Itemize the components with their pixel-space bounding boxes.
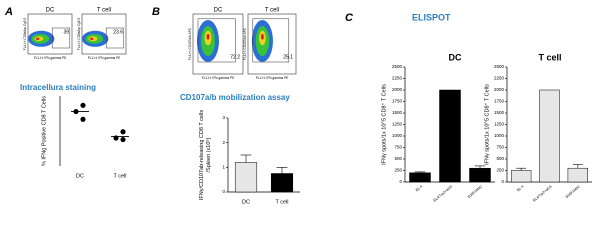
y-tick-label: 2 (222, 140, 225, 145)
y-tick-label: 750 (394, 145, 402, 150)
bar (539, 89, 560, 183)
y-tick-label: 500 (394, 156, 402, 161)
flow-x-label: FL1-H: IFN-gamma PE (88, 56, 121, 60)
y-tick-label: 1250 (392, 122, 403, 127)
flow-cloud (260, 33, 264, 40)
bar (234, 162, 258, 193)
y-tick-label: 1000 (494, 133, 505, 138)
panel-label: C (345, 12, 354, 24)
y-tick-label: 3 (222, 115, 225, 120)
flow-title: T cell (97, 8, 111, 14)
flow-gate (51, 27, 71, 49)
flow-gate-value: 23.6 (113, 29, 123, 35)
y-tick-label: 250 (496, 168, 504, 173)
flow-title: DC (214, 8, 223, 14)
y-axis-label: IFNγ/CD107ab-releasing CD8 T cells (199, 110, 205, 201)
y-axis-label: % IFNg Positive CD8 T Cells (41, 96, 47, 166)
y-tick-label: 2000 (494, 87, 505, 92)
flow-gate (197, 18, 236, 63)
y-tick-label: 1250 (494, 122, 505, 127)
panel-label: B (152, 6, 160, 18)
y-tick-label: 2500 (392, 64, 403, 69)
flow-cloud (89, 37, 94, 40)
y-tick-label: 750 (496, 145, 504, 150)
flow-x-label: FL1-H: IFN-gamma PE (256, 76, 289, 80)
y-tick-label: 0 (399, 179, 402, 184)
y-tick-label: 2000 (392, 87, 403, 92)
x-tick-label: EL4/Trp2+αGS (532, 184, 553, 203)
chart-title: CD107a/b mobilization assay (180, 93, 290, 102)
figure: A B C ELISPOT DC 39 FL1-H: IFN-gamma PE FL4… (4, 6, 592, 205)
chart-title: T cell (538, 52, 561, 62)
flow-gate (105, 27, 125, 49)
flow-x-label: FL1-H: IFN-gamma PE (202, 76, 235, 80)
y-tick-label: 250 (394, 168, 402, 173)
x-tick-label: DC (242, 199, 250, 205)
flow-x-label: FL1-H: IFN-gamma PE (34, 56, 67, 60)
bar (567, 167, 589, 183)
x-tick-label: EL-4 (415, 184, 423, 192)
x-tick-label: T cell (275, 199, 288, 205)
y-tick-label: 1 (222, 165, 225, 170)
y-tick-label: 1500 (494, 110, 505, 115)
x-tick-label: EL-4 (516, 184, 524, 192)
flow-y-label: FL4-H: CD8a/bp Cy5.5 (23, 18, 27, 51)
data-point (80, 116, 86, 122)
flow-y-label: FL4-H: CD107a/b APC (243, 27, 247, 60)
chart-title: Intracellura staining (20, 83, 96, 92)
flow-gate-value: 25.1 (283, 55, 293, 61)
y-axis-label: IFNγ spots/1x 10^5 CD8⁺ T Cells (483, 84, 490, 165)
bar (409, 172, 431, 183)
flow-gate-value: 39 (63, 29, 69, 35)
y-tick-label: 1000 (392, 133, 403, 138)
x-tick-label: B16F10MC (565, 184, 581, 199)
y-tick-label: 2500 (494, 64, 505, 69)
bar (439, 89, 461, 183)
flow-cloud (35, 37, 40, 40)
y-tick-label: 2250 (392, 76, 403, 81)
elispot-title: ELISPOT (412, 12, 451, 22)
flow-gate (252, 18, 290, 63)
y-tick-label: 0 (222, 189, 225, 194)
bar (511, 170, 532, 183)
y-tick-label: 2250 (494, 76, 505, 81)
data-point (120, 129, 126, 135)
flow-gate-value: 72.2 (230, 55, 240, 61)
x-tick-label: EL4/Trp2+αGS (433, 184, 454, 203)
y-tick-label: 1750 (392, 99, 403, 104)
y-axis-label: /Spleen (x10⁵) (205, 137, 212, 172)
data-point (80, 102, 86, 108)
y-tick-label: 1750 (494, 99, 505, 104)
panel-label: A (4, 6, 13, 18)
y-tick-label: 1500 (392, 110, 403, 115)
flow-cloud (206, 33, 210, 40)
page: A B C ELISPOT DC 39 FL1-H: IFN-gamma PE FL4… (4, 5, 592, 206)
x-tick-label: B16F10MC (467, 184, 483, 199)
chart-title: DC (449, 52, 462, 62)
y-tick-label: 0 (501, 179, 504, 184)
y-axis-label: IFNγ spots/1x 10^5 CD8⁺ T Cells (380, 84, 387, 165)
data-point (120, 136, 126, 143)
x-tick-label: T cell (113, 173, 126, 179)
flow-y-label: FL4-H: CD107a/b APC (188, 27, 192, 60)
flow-y-label: FL4-H: CD8a/bp Cy5.5 (77, 18, 81, 51)
x-tick-label: DC (76, 173, 84, 179)
flow-title: DC (46, 8, 55, 14)
y-tick-label: 500 (496, 156, 504, 161)
bar (469, 167, 491, 183)
flow-title: T cell (265, 8, 279, 14)
bar (270, 173, 294, 193)
